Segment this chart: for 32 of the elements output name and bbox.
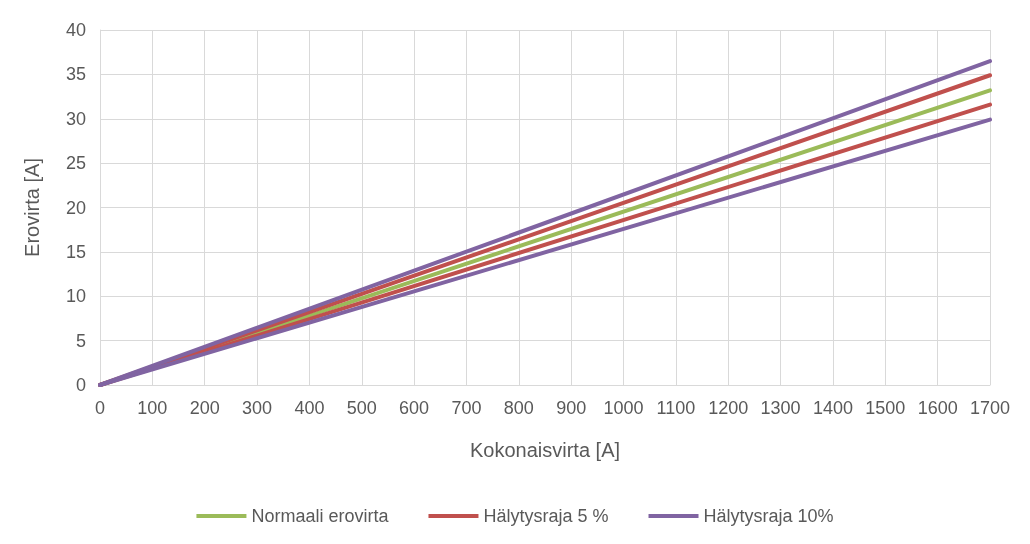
legend-label: Hälytysraja 10%: [703, 506, 834, 526]
y-tick-label: 20: [65, 197, 86, 218]
y-tick-label: 25: [65, 153, 86, 174]
x-tick-label: 300: [242, 398, 273, 418]
x-tick-label: 1200: [708, 398, 749, 418]
x-tick-label: 0: [94, 398, 106, 418]
y-tick-label: 0: [75, 375, 86, 395]
x-tick-label: 1400: [812, 398, 853, 418]
x-tick-label: 1700: [969, 398, 1011, 418]
x-tick-label: 1100: [656, 398, 696, 418]
y-tick-label: 35: [65, 64, 86, 85]
x-tick-label: 700: [451, 398, 482, 418]
y-tick-label: 10: [65, 286, 86, 307]
y-tick-label: 40: [65, 20, 86, 40]
x-tick-label: 800: [503, 398, 534, 418]
x-tick-label: 400: [294, 398, 325, 418]
x-axis-title: Kokonaisvirta [A]: [469, 439, 621, 461]
x-tick-label: 100: [137, 398, 168, 418]
x-tick-label: 1600: [917, 398, 958, 418]
legend-label: Hälytysraja 5 %: [483, 506, 609, 526]
x-tick-label: 600: [399, 398, 430, 418]
y-tick-label: 15: [65, 241, 86, 262]
x-tick-label: 1500: [865, 398, 906, 418]
y-axis-title: Erovirta [A]: [21, 158, 43, 257]
x-tick-label: 500: [346, 398, 377, 418]
y-tick-label: 30: [65, 108, 86, 129]
x-tick-label: 1000: [603, 398, 644, 418]
x-tick-label: 900: [556, 398, 587, 418]
y-tick-label: 5: [75, 330, 86, 351]
x-tick-label: 200: [189, 398, 220, 418]
x-tick-label: 1300: [760, 398, 801, 418]
legend-label: Normaali erovirta: [251, 506, 390, 526]
